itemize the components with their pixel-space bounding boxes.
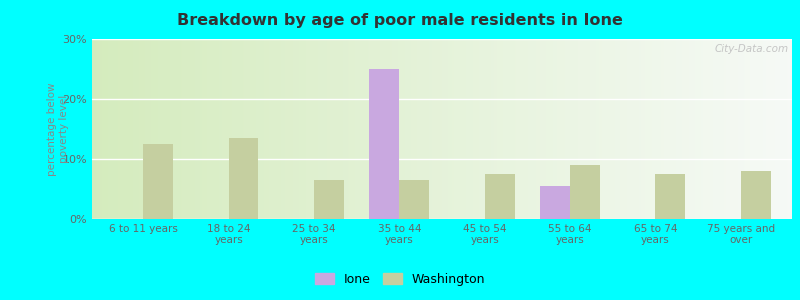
Bar	[399, 180, 429, 219]
Text: Breakdown by age of poor male residents in Ione: Breakdown by age of poor male residents …	[177, 14, 623, 28]
Text: City-Data.com: City-Data.com	[714, 44, 789, 54]
Bar	[485, 174, 514, 219]
Bar	[540, 186, 570, 219]
Bar	[655, 174, 686, 219]
Bar	[370, 69, 399, 219]
Bar	[229, 138, 258, 219]
Bar	[314, 180, 344, 219]
Legend: Ione, Washington: Ione, Washington	[310, 268, 490, 291]
Bar	[143, 144, 173, 219]
Bar	[570, 165, 600, 219]
Y-axis label: percentage below
poverty level: percentage below poverty level	[47, 82, 69, 176]
Bar	[741, 171, 770, 219]
